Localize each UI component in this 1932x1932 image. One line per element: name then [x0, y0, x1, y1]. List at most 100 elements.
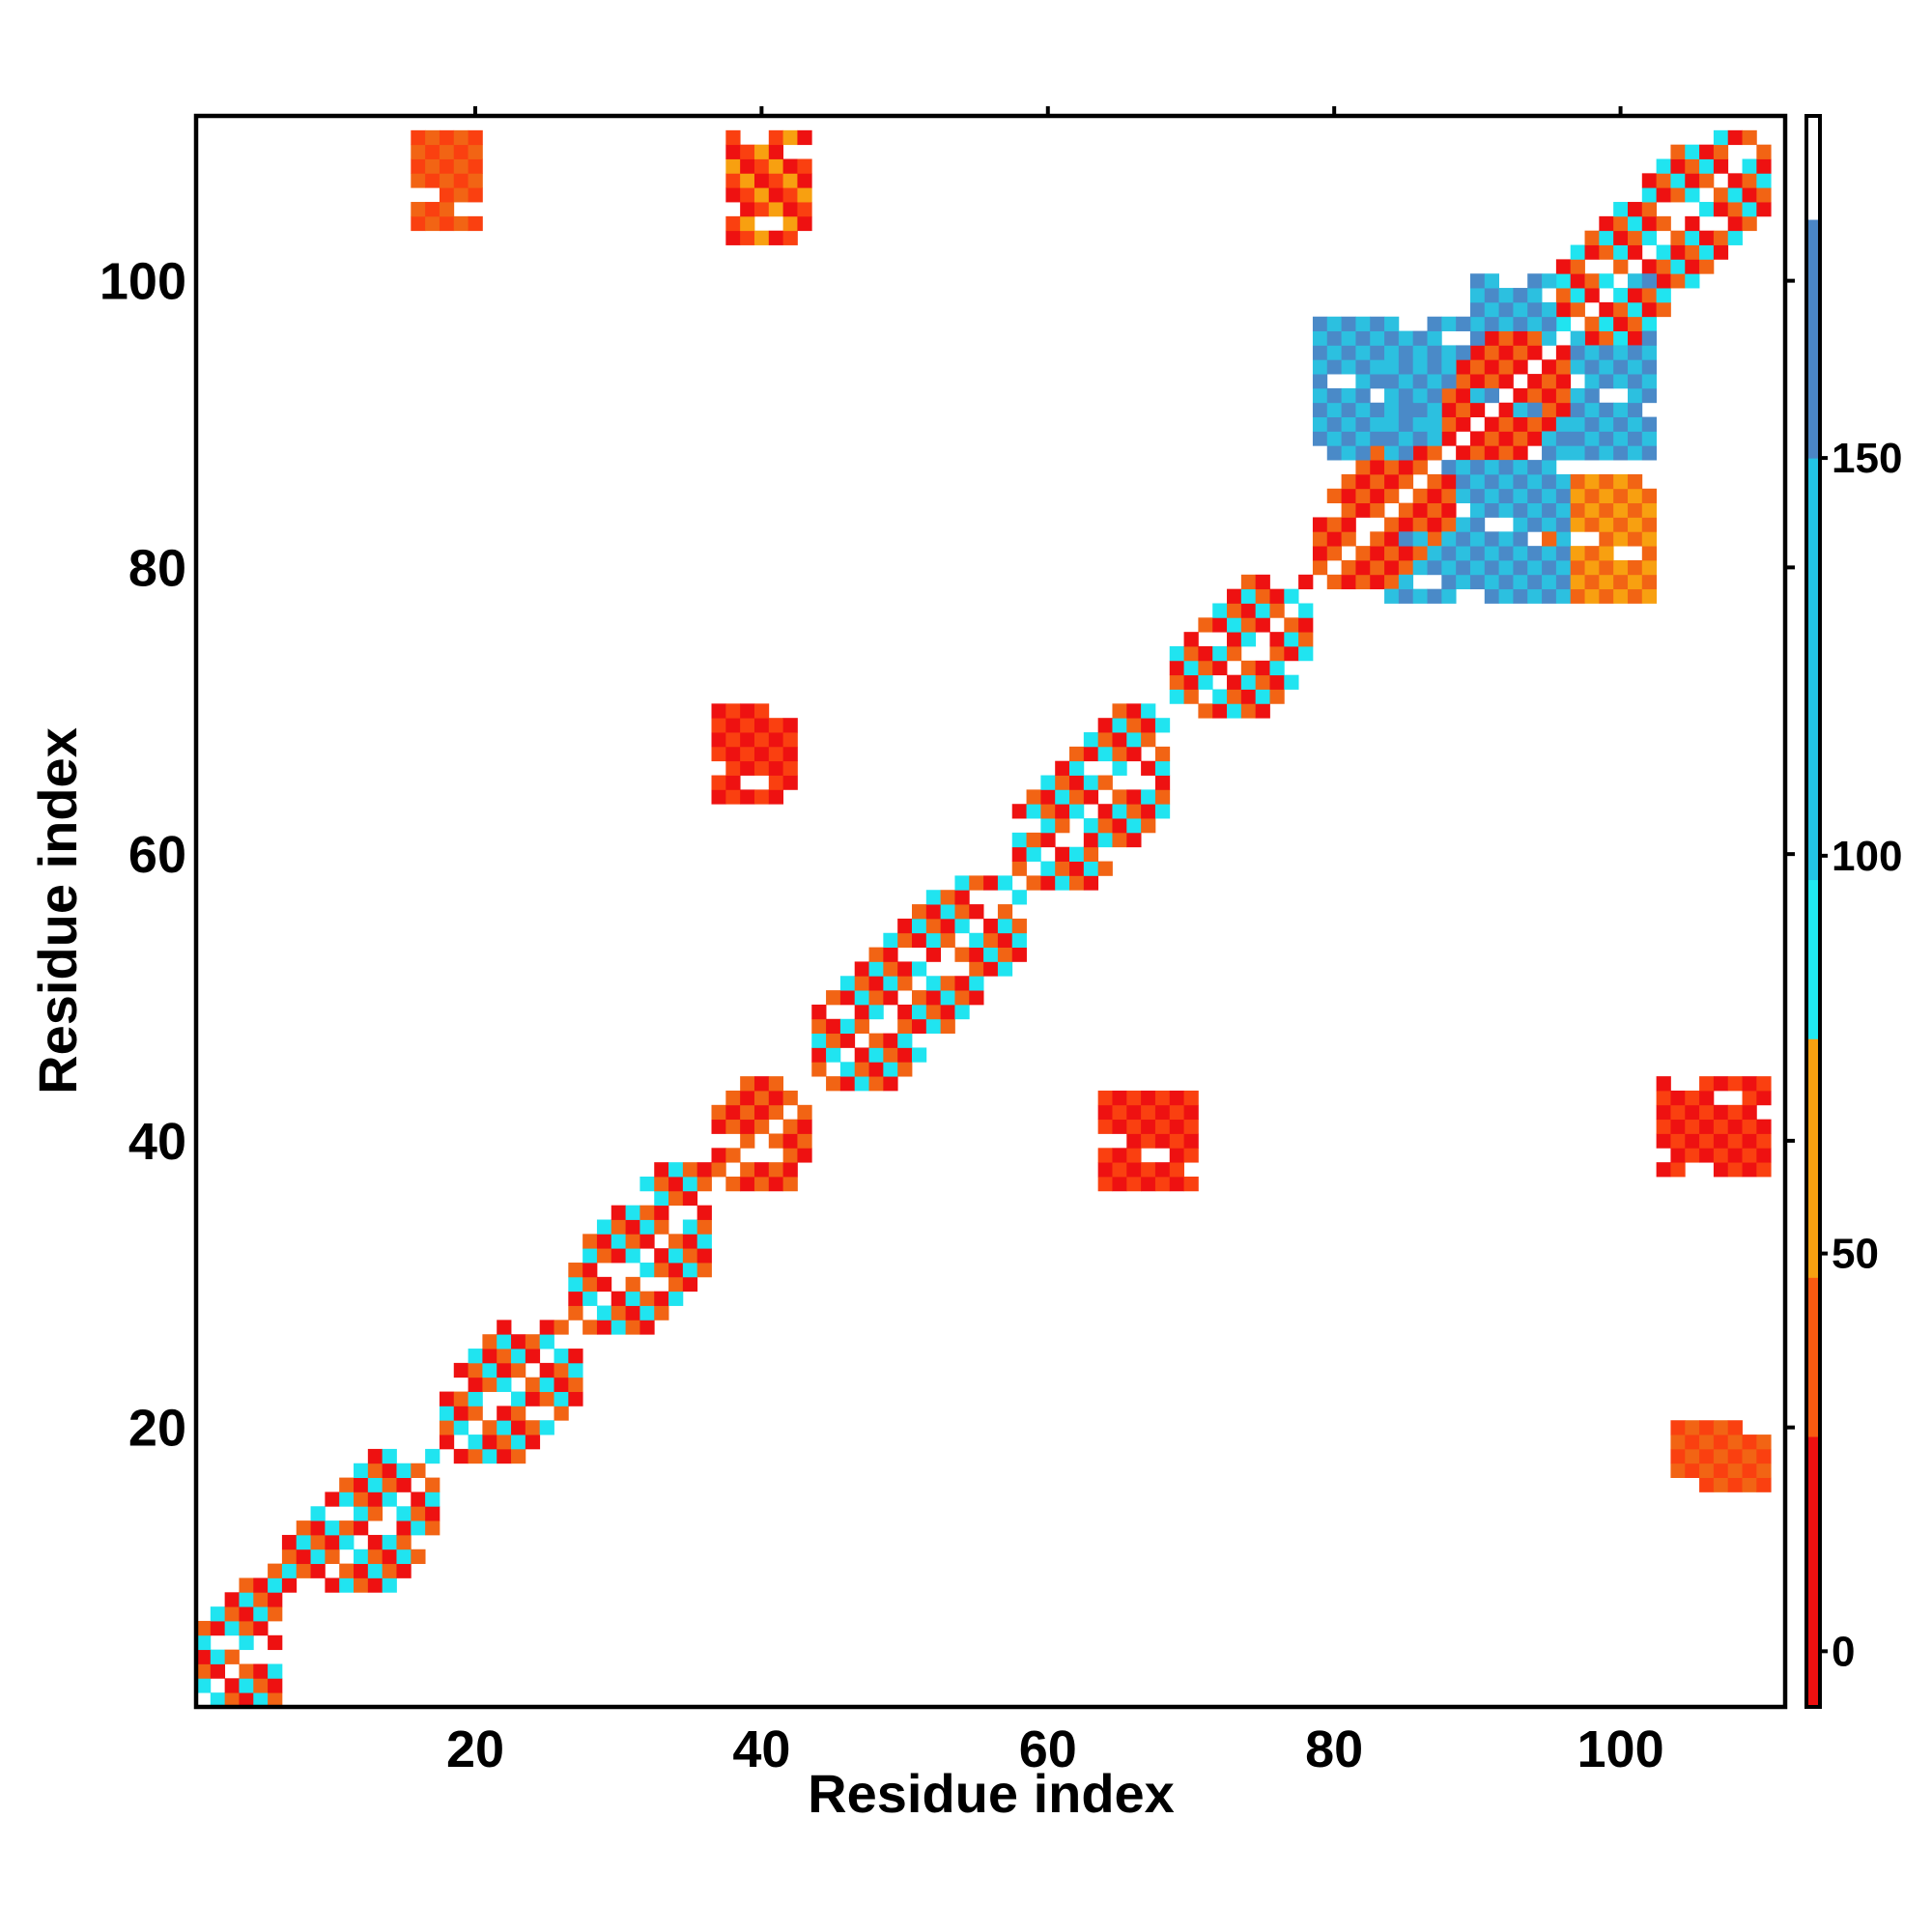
heatmap-cell — [654, 1190, 669, 1207]
heatmap-cell — [1699, 1420, 1715, 1435]
heatmap-cell — [1484, 460, 1499, 475]
heatmap-cell — [296, 1534, 311, 1550]
heatmap-cell — [1641, 387, 1658, 404]
heatmap-cell — [1685, 158, 1700, 174]
heatmap-cell — [1441, 316, 1457, 331]
heatmap-cell — [868, 1033, 884, 1048]
heatmap-cell — [654, 1291, 669, 1306]
heatmap-cell — [1727, 230, 1743, 245]
heatmap-cell — [1040, 775, 1056, 790]
heatmap-cell — [425, 202, 440, 217]
heatmap-cell — [711, 1119, 726, 1134]
heatmap-cell — [439, 187, 455, 203]
heatmap-cell — [1355, 359, 1371, 375]
heatmap-cell — [711, 746, 726, 762]
heatmap-cell — [1083, 732, 1099, 748]
heatmap-cell — [1584, 374, 1600, 389]
heatmap-cell — [1699, 1076, 1715, 1092]
heatmap-cell — [1427, 502, 1442, 518]
heatmap-cell — [1484, 502, 1499, 518]
heatmap-cell — [1584, 330, 1600, 346]
heatmap-cell — [1742, 187, 1757, 203]
heatmap-cell — [1613, 574, 1629, 590]
heatmap-cell — [1456, 445, 1471, 461]
heatmap-cell — [1469, 574, 1486, 590]
heatmap-cell — [768, 144, 784, 159]
heatmap-cell — [854, 976, 869, 991]
heatmap-cell — [1384, 473, 1400, 490]
heatmap-cell — [1112, 1177, 1127, 1192]
heatmap-cell — [1112, 804, 1127, 819]
heatmap-cell — [525, 1334, 541, 1350]
heatmap-cell — [468, 144, 483, 159]
heatmap-cell — [911, 1004, 927, 1020]
heatmap-cell — [797, 1133, 812, 1149]
heatmap-cell — [782, 230, 798, 245]
heatmap-cell — [911, 961, 927, 977]
heatmap-cell — [281, 1563, 298, 1578]
heatmap-cell — [1570, 345, 1585, 360]
heatmap-cell — [1555, 574, 1572, 590]
heatmap-cell — [1599, 445, 1614, 461]
heatmap-cell — [1699, 158, 1715, 174]
heatmap-cell — [1555, 374, 1572, 389]
heatmap-cell — [1498, 473, 1514, 490]
heatmap-cell — [1513, 546, 1528, 561]
heatmap-cell — [1570, 359, 1585, 375]
heatmap-cell — [1026, 789, 1041, 805]
heatmap-cell — [1513, 588, 1528, 604]
heatmap-cell — [1469, 473, 1486, 490]
heatmap-cell — [782, 158, 798, 174]
heatmap-cell — [797, 1119, 812, 1134]
heatmap-cell — [1584, 230, 1600, 245]
heatmap-cell — [725, 1148, 741, 1163]
heatmap-cell — [753, 1177, 770, 1192]
heatmap-cell — [868, 947, 884, 962]
heatmap-cell — [367, 1548, 384, 1565]
heatmap-cell — [1627, 273, 1643, 289]
heatmap-cell — [482, 1420, 497, 1435]
heatmap-cell — [1555, 387, 1572, 404]
heatmap-cell — [1040, 875, 1056, 891]
heatmap-cell — [753, 718, 770, 733]
heatmap-cell — [1169, 646, 1184, 662]
heatmap-cell — [325, 1548, 340, 1565]
heatmap-cell — [1555, 316, 1572, 331]
heatmap-cell — [1384, 574, 1400, 590]
heatmap-cell — [1456, 374, 1471, 389]
heatmap-cell — [1083, 818, 1099, 834]
heatmap-cell — [1699, 1448, 1715, 1464]
heatmap-cell — [310, 1548, 326, 1565]
heatmap-cell — [411, 1506, 426, 1521]
heatmap-cell — [1212, 703, 1228, 719]
heatmap-cell — [782, 215, 798, 232]
heatmap-cell — [1713, 230, 1729, 245]
heatmap-cell — [1599, 230, 1614, 245]
heatmap-cell — [725, 158, 741, 174]
heatmap-cell — [1355, 402, 1371, 417]
heatmap-cell — [1742, 1119, 1757, 1134]
heatmap-cell — [1599, 416, 1614, 432]
heatmap-cell — [367, 1577, 384, 1593]
heatmap-cell — [1656, 273, 1671, 289]
heatmap-cell — [1656, 1119, 1671, 1134]
heatmap-cell — [224, 1592, 240, 1607]
heatmap-cell — [497, 1334, 512, 1350]
heatmap-cell — [1469, 445, 1486, 461]
heatmap-cell — [696, 1219, 712, 1235]
heatmap-cell — [411, 1520, 426, 1536]
heatmap-cell — [1384, 359, 1400, 375]
heatmap-cell — [1141, 760, 1156, 776]
heatmap-cell — [1355, 460, 1371, 475]
heatmap-cell — [753, 187, 770, 203]
heatmap-cell — [468, 1435, 483, 1450]
heatmap-cell — [811, 1004, 827, 1020]
heatmap-cell — [1126, 1090, 1142, 1106]
heatmap-cell — [468, 215, 483, 232]
heatmap-cell — [811, 1062, 827, 1077]
heatmap-cell — [1756, 1162, 1772, 1178]
heatmap-cell — [883, 1076, 898, 1092]
heatmap-cell — [1126, 746, 1142, 762]
heatmap-cell — [1513, 488, 1528, 504]
heatmap-cell — [1599, 402, 1614, 417]
